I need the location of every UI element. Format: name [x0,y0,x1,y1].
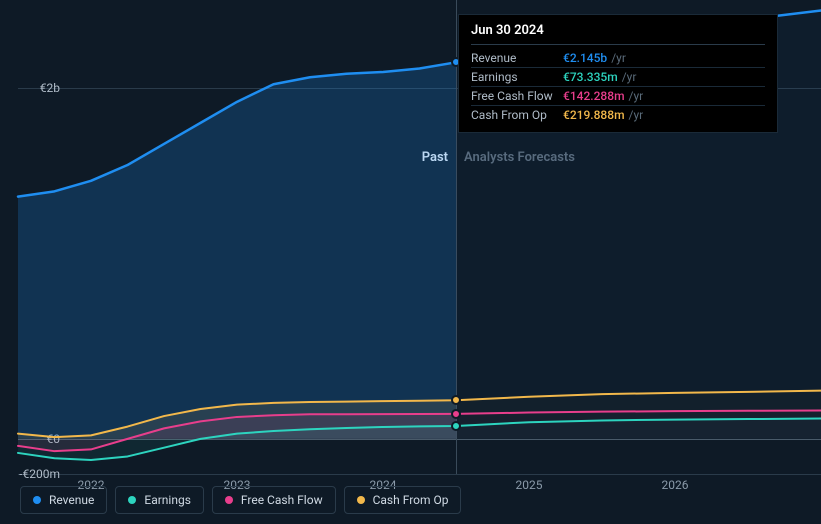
legend-item-free_cash_flow[interactable]: Free Cash Flow [212,486,336,514]
tooltip-row-value: €219.888m [563,108,625,122]
tooltip-row-suffix: /yr [629,108,644,122]
legend-dot-icon [225,496,233,504]
legend-item-earnings[interactable]: Earnings [115,486,204,514]
tooltip-row: Free Cash Flow€142.288m/yr [471,87,765,106]
legend-dot-icon [33,496,41,504]
tooltip-row-suffix: /yr [611,51,626,65]
tooltip-row-value: €142.288m [563,89,625,103]
legend-item-revenue[interactable]: Revenue [20,486,107,514]
tooltip-row-value: €73.335m [563,70,618,84]
gridline-horizontal [18,474,821,475]
legend-label: Cash From Op [373,493,449,507]
tooltip-row: Revenue€2.145b/yr [471,49,765,68]
legend-item-cash_from_op[interactable]: Cash From Op [344,486,462,514]
series-fill-revenue-past [18,62,456,439]
tooltip-row-label: Earnings [471,70,563,84]
tooltip-row: Cash From Op€219.888m/yr [471,106,765,124]
legend: Revenue Earnings Free Cash Flow Cash From O… [20,486,461,514]
tooltip-row-label: Cash From Op [471,108,563,122]
x-axis-label: 2026 [662,478,689,492]
tooltip-row-label: Revenue [471,51,563,65]
series-point-cash_from_op[interactable] [451,395,461,405]
legend-label: Earnings [144,493,191,507]
legend-dot-icon [128,496,136,504]
tooltip-row: Earnings€73.335m/yr [471,68,765,87]
tooltip-row-label: Free Cash Flow [471,89,563,103]
earnings-chart: -€200m€0€2b20222023202420252026PastAnaly… [0,0,821,524]
tooltip-row-suffix: /yr [629,89,644,103]
series-point-earnings[interactable] [451,421,461,431]
legend-label: Free Cash Flow [241,493,323,507]
tooltip-row-value: €2.145b [563,51,607,65]
series-point-free_cash_flow[interactable] [451,409,461,419]
legend-label: Revenue [49,493,94,507]
tooltip: Jun 30 2024Revenue€2.145b/yrEarnings€73.… [458,14,778,133]
legend-dot-icon [357,496,365,504]
tooltip-row-suffix: /yr [622,70,637,84]
tooltip-date: Jun 30 2024 [471,23,765,45]
x-axis-label: 2025 [516,478,543,492]
